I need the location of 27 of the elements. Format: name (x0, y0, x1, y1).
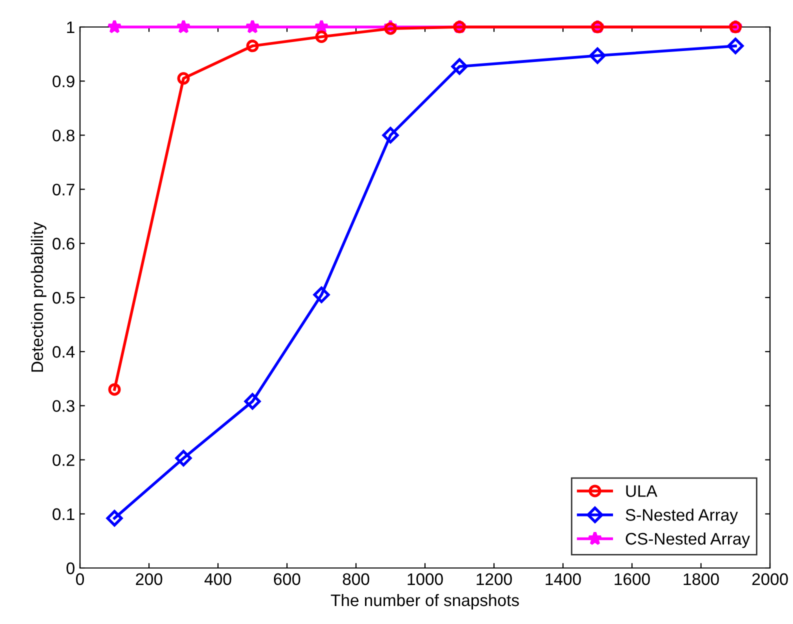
x-tick-label: 200 (136, 573, 162, 586)
x-tick-label: 1000 (408, 573, 443, 586)
legend-label: CS-Nested Array (626, 532, 750, 548)
x-tick-label: 0 (76, 573, 84, 586)
y-axis-title: Detection probability (30, 222, 46, 372)
y-tick-label: 0.6 (52, 238, 74, 250)
y-tick-label: 0.1 (52, 508, 74, 520)
x-tick-label: 400 (204, 573, 232, 586)
y-tick-label: 0.8 (52, 130, 74, 142)
x-tick-label: 800 (342, 573, 370, 586)
x-tick-label: 2000 (752, 573, 788, 586)
y-tick-label: 0.9 (52, 76, 74, 88)
x-tick-label: 1400 (546, 573, 581, 586)
y-tick-label: 1 (67, 22, 74, 34)
y-tick-label: 0.2 (52, 454, 74, 466)
x-tick-label: 1200 (476, 573, 512, 586)
legend-label: S-Nested Array (626, 508, 738, 524)
y-tick-label: 0.3 (52, 400, 74, 412)
y-tick-label: 0.7 (52, 184, 74, 196)
legend-label: ULA (626, 485, 658, 497)
y-tick-label: 0.4 (52, 346, 75, 358)
x-tick-label: 600 (274, 573, 300, 586)
y-tick-label: 0 (66, 562, 74, 574)
y-tick-label: 0.5 (52, 292, 74, 304)
x-axis-title: The number of snapshots (330, 594, 519, 610)
x-tick-label: 1600 (614, 573, 650, 586)
x-tick-label: 1800 (684, 573, 719, 586)
